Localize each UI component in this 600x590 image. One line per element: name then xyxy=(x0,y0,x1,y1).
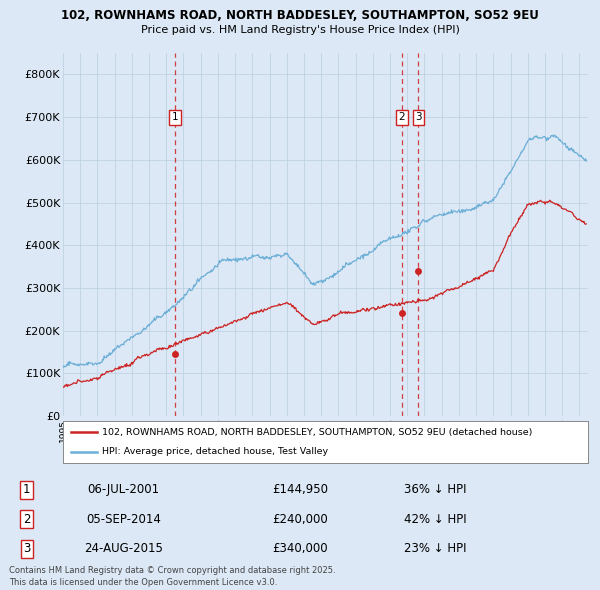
Text: 24-AUG-2015: 24-AUG-2015 xyxy=(84,542,163,555)
Text: 2: 2 xyxy=(23,513,31,526)
Text: 23% ↓ HPI: 23% ↓ HPI xyxy=(404,542,466,555)
Text: 1: 1 xyxy=(172,112,178,122)
Text: Contains HM Land Registry data © Crown copyright and database right 2025.
This d: Contains HM Land Registry data © Crown c… xyxy=(9,566,335,587)
Text: 42% ↓ HPI: 42% ↓ HPI xyxy=(404,513,467,526)
Text: 3: 3 xyxy=(415,112,422,122)
Text: 1: 1 xyxy=(23,483,31,496)
Text: Price paid vs. HM Land Registry's House Price Index (HPI): Price paid vs. HM Land Registry's House … xyxy=(140,25,460,35)
Text: 05-SEP-2014: 05-SEP-2014 xyxy=(86,513,161,526)
Text: £144,950: £144,950 xyxy=(272,483,328,496)
Text: £340,000: £340,000 xyxy=(272,542,328,555)
Text: 36% ↓ HPI: 36% ↓ HPI xyxy=(404,483,466,496)
Text: HPI: Average price, detached house, Test Valley: HPI: Average price, detached house, Test… xyxy=(103,447,329,456)
Text: 102, ROWNHAMS ROAD, NORTH BADDESLEY, SOUTHAMPTON, SO52 9EU (detached house): 102, ROWNHAMS ROAD, NORTH BADDESLEY, SOU… xyxy=(103,428,533,437)
Text: 06-JUL-2001: 06-JUL-2001 xyxy=(88,483,160,496)
Text: 2: 2 xyxy=(398,112,405,122)
Text: £240,000: £240,000 xyxy=(272,513,328,526)
Text: 3: 3 xyxy=(23,542,30,555)
Text: 102, ROWNHAMS ROAD, NORTH BADDESLEY, SOUTHAMPTON, SO52 9EU: 102, ROWNHAMS ROAD, NORTH BADDESLEY, SOU… xyxy=(61,9,539,22)
